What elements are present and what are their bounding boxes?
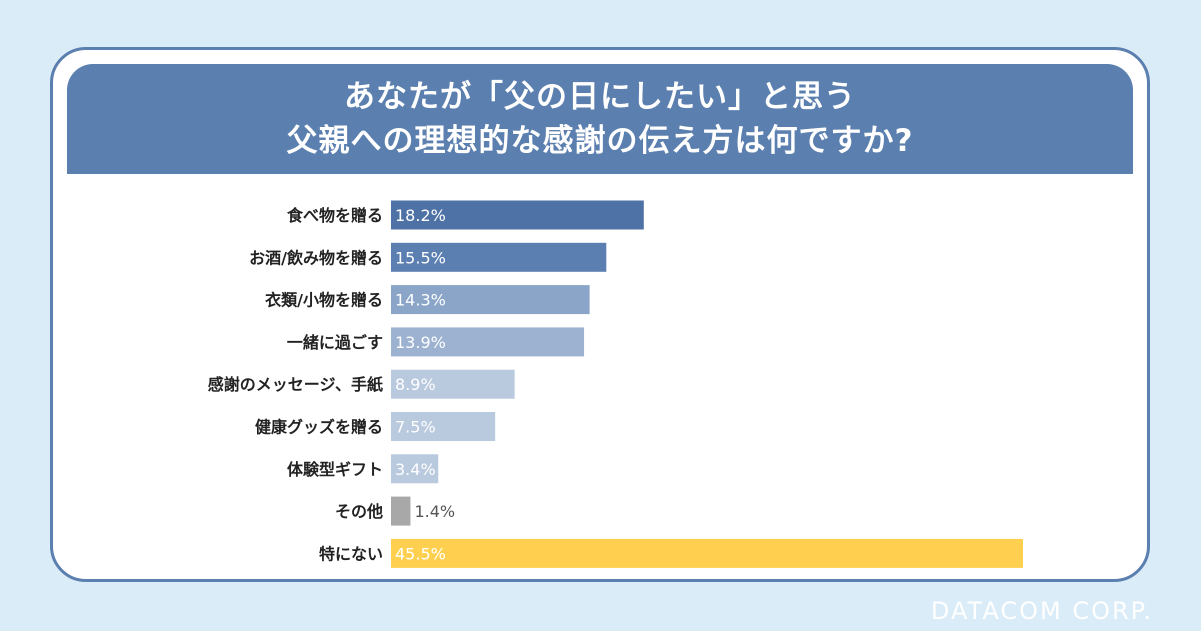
bar	[391, 369, 515, 399]
category-label: 感謝のメッセージ、手紙	[208, 375, 383, 394]
chart-header: あなたが「父の日にしたい」と思う 父親への理想的な感謝の伝え方は何ですか?	[67, 64, 1133, 174]
category-label: 食べ物を贈る	[286, 206, 383, 225]
bar-chart: 食べ物を贈る 18.2% お酒/飲み物を贈る 15.5% 衣類/小物を贈る 14.3% 一緒…	[208, 200, 1023, 568]
chart-title-line-1: あなたが「父の日にしたい」と思う	[344, 79, 856, 115]
value-label: 13.9%	[395, 333, 446, 352]
value-label: 18.2%	[395, 206, 446, 225]
value-label: 1.4%	[414, 502, 455, 521]
category-label: 衣類/小物を贈る	[265, 291, 383, 310]
value-label: 3.4%	[395, 460, 436, 479]
value-label: 45.5%	[395, 544, 446, 563]
category-label: 特にない	[319, 544, 383, 563]
category-label: お酒/飲み物を贈る	[249, 248, 383, 267]
bar	[391, 200, 644, 230]
value-label: 8.9%	[395, 375, 436, 394]
value-label: 15.5%	[395, 248, 446, 267]
category-label: 一緒に過ごす	[287, 333, 383, 352]
category-label: その他	[335, 502, 383, 521]
chart-card: あなたが「父の日にしたい」と思う 父親への理想的な感謝の伝え方は何ですか? 食べ…	[50, 47, 1150, 582]
bar	[391, 454, 439, 484]
bar	[391, 496, 411, 526]
bar	[391, 285, 590, 315]
brand-logo-text: DATACOM CORP.	[930, 597, 1153, 625]
value-label: 14.3%	[395, 291, 446, 310]
bar	[391, 412, 496, 441]
bar	[391, 538, 1023, 568]
category-label: 健康グッズを贈る	[255, 418, 383, 437]
category-label: 体験型ギフト	[287, 460, 383, 479]
bar	[391, 327, 585, 357]
chart-title-line-2: 父親への理想的な感謝の伝え方は何ですか?	[286, 123, 914, 159]
bar	[391, 242, 607, 272]
value-label: 7.5%	[395, 418, 436, 437]
